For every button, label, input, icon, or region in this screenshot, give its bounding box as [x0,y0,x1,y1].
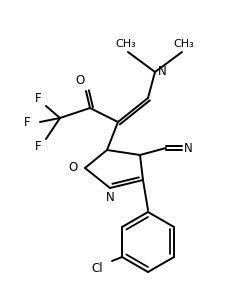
Text: N: N [105,192,114,204]
Text: Cl: Cl [91,263,102,275]
Text: O: O [75,74,84,86]
Text: N: N [183,142,192,154]
Text: F: F [35,140,41,154]
Text: F: F [35,93,41,105]
Text: F: F [24,116,30,128]
Text: O: O [69,161,78,175]
Text: CH₃: CH₃ [173,39,194,49]
Text: CH₃: CH₃ [115,39,136,49]
Text: N: N [157,65,166,77]
